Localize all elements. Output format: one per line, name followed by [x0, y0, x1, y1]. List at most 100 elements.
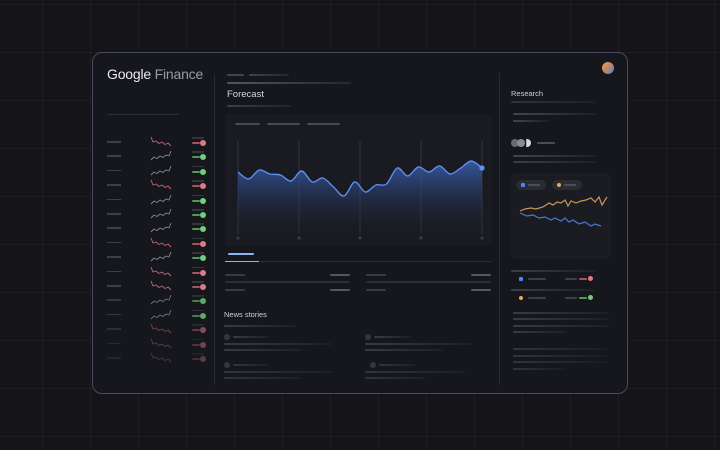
legend-label: [564, 184, 576, 186]
ticker-name: [107, 285, 121, 287]
positive-change-icon: [200, 154, 206, 161]
text-line: [513, 361, 609, 363]
price-value: [192, 353, 204, 355]
research-line: [513, 120, 549, 122]
price-value: [192, 295, 204, 297]
forecast-area-chart: [236, 141, 485, 240]
price-value: [192, 165, 204, 168]
watchlist-item[interactable]: [105, 323, 211, 335]
stat-row-line: [366, 281, 491, 283]
stat-value: [471, 289, 491, 291]
breadcrumb-2[interactable]: [249, 74, 289, 76]
forecast-chart[interactable]: [225, 114, 492, 246]
sparkline-down: [150, 324, 172, 334]
price-value: [192, 151, 204, 153]
watchlist-item[interactable]: [105, 309, 211, 321]
news-stories-title: News stories: [224, 310, 267, 319]
price-value: [192, 252, 204, 254]
text-line: [513, 312, 609, 314]
brand-finance: Finance: [154, 66, 204, 82]
orange-dot-icon: [519, 296, 523, 300]
watchlist-item[interactable]: [105, 251, 211, 263]
ticker-name: [107, 342, 121, 345]
price-value: [192, 237, 204, 240]
sparkline-down: [150, 180, 172, 190]
change-bar: [192, 300, 200, 303]
watchlist-item[interactable]: [105, 294, 211, 306]
news-headline: [224, 371, 332, 373]
negative-change-icon: [200, 183, 206, 190]
watchlist-item[interactable]: [105, 338, 211, 350]
google-finance-logo[interactable]: Google Finance: [107, 66, 203, 82]
negative-change-icon: [200, 356, 206, 362]
change-bar: [192, 142, 200, 144]
positive-change-icon: [588, 295, 593, 300]
ticker-name: [107, 155, 121, 157]
legend-pill-blue[interactable]: [516, 180, 546, 190]
comparison-chart-card[interactable]: [511, 173, 611, 259]
watchlist-item[interactable]: [105, 179, 211, 191]
avatar-circle-2: [517, 139, 525, 147]
price-value: [192, 137, 204, 139]
change-bar: [192, 286, 200, 288]
ticker-name: [107, 184, 121, 186]
watchlist-item[interactable]: [105, 136, 211, 148]
news-source-icon: [365, 334, 371, 340]
holding-name: [528, 278, 546, 280]
ticker-name: [107, 227, 121, 229]
watchlist-item[interactable]: [105, 165, 211, 177]
breadcrumb-1[interactable]: [227, 74, 244, 76]
price-value: [192, 194, 204, 197]
forecast-subtitle: [227, 105, 291, 107]
text-line: [513, 325, 609, 327]
news-source: [233, 364, 269, 366]
research-line: [511, 270, 595, 272]
sparkline-up: [150, 208, 172, 219]
watchlist-item[interactable]: [105, 150, 211, 162]
participants-label: [537, 142, 555, 144]
ticker-name: [107, 169, 121, 172]
avatar-circle-1: [511, 139, 519, 147]
account-avatar[interactable]: [602, 62, 614, 74]
sidebar-main-divider: [214, 75, 215, 385]
positive-change-icon: [200, 168, 206, 175]
ticker-name: [107, 256, 121, 258]
change-bar: [192, 199, 200, 202]
watchlist-item[interactable]: [105, 208, 211, 220]
news-headline: [365, 343, 473, 345]
watchlist-item[interactable]: [105, 222, 211, 234]
research-subtitle: [511, 101, 595, 103]
news-source: [374, 336, 410, 338]
news-source-icon: [370, 362, 376, 368]
legend-pill-orange[interactable]: [552, 180, 582, 190]
legend-label: [528, 184, 540, 186]
watchlist-item[interactable]: [105, 266, 211, 278]
watchlist-item[interactable]: [105, 237, 211, 249]
research-line: [511, 289, 595, 291]
news-source-icon: [224, 334, 230, 340]
orange-dot-icon: [557, 183, 561, 187]
negative-change-icon: [200, 341, 206, 348]
price-value: [192, 281, 204, 283]
avatar-circle-3: [526, 139, 531, 147]
watchlist-item[interactable]: [105, 352, 211, 364]
ticker-name: [107, 313, 121, 316]
sidebar-divider: [107, 114, 179, 115]
text-line: [513, 331, 567, 333]
sparkline-up: [150, 223, 172, 233]
chart-tab-2[interactable]: [267, 123, 300, 125]
watchlist-item[interactable]: [105, 280, 211, 292]
price-value: [192, 324, 204, 326]
news-headline: [365, 377, 425, 379]
change-bar: [192, 228, 200, 231]
news-headline: [365, 349, 443, 351]
chart-tab-1[interactable]: [235, 123, 260, 125]
positive-change-icon: [200, 298, 206, 305]
chart-range-tab-active[interactable]: [228, 253, 254, 255]
news-headline: [365, 371, 465, 373]
chart-tab-3[interactable]: [307, 123, 340, 125]
sparkline-up: [150, 309, 172, 320]
watchlist-item[interactable]: [105, 194, 211, 206]
app-window: Google Finance Forecast News stories: [92, 52, 628, 394]
negative-change-icon: [200, 269, 206, 276]
